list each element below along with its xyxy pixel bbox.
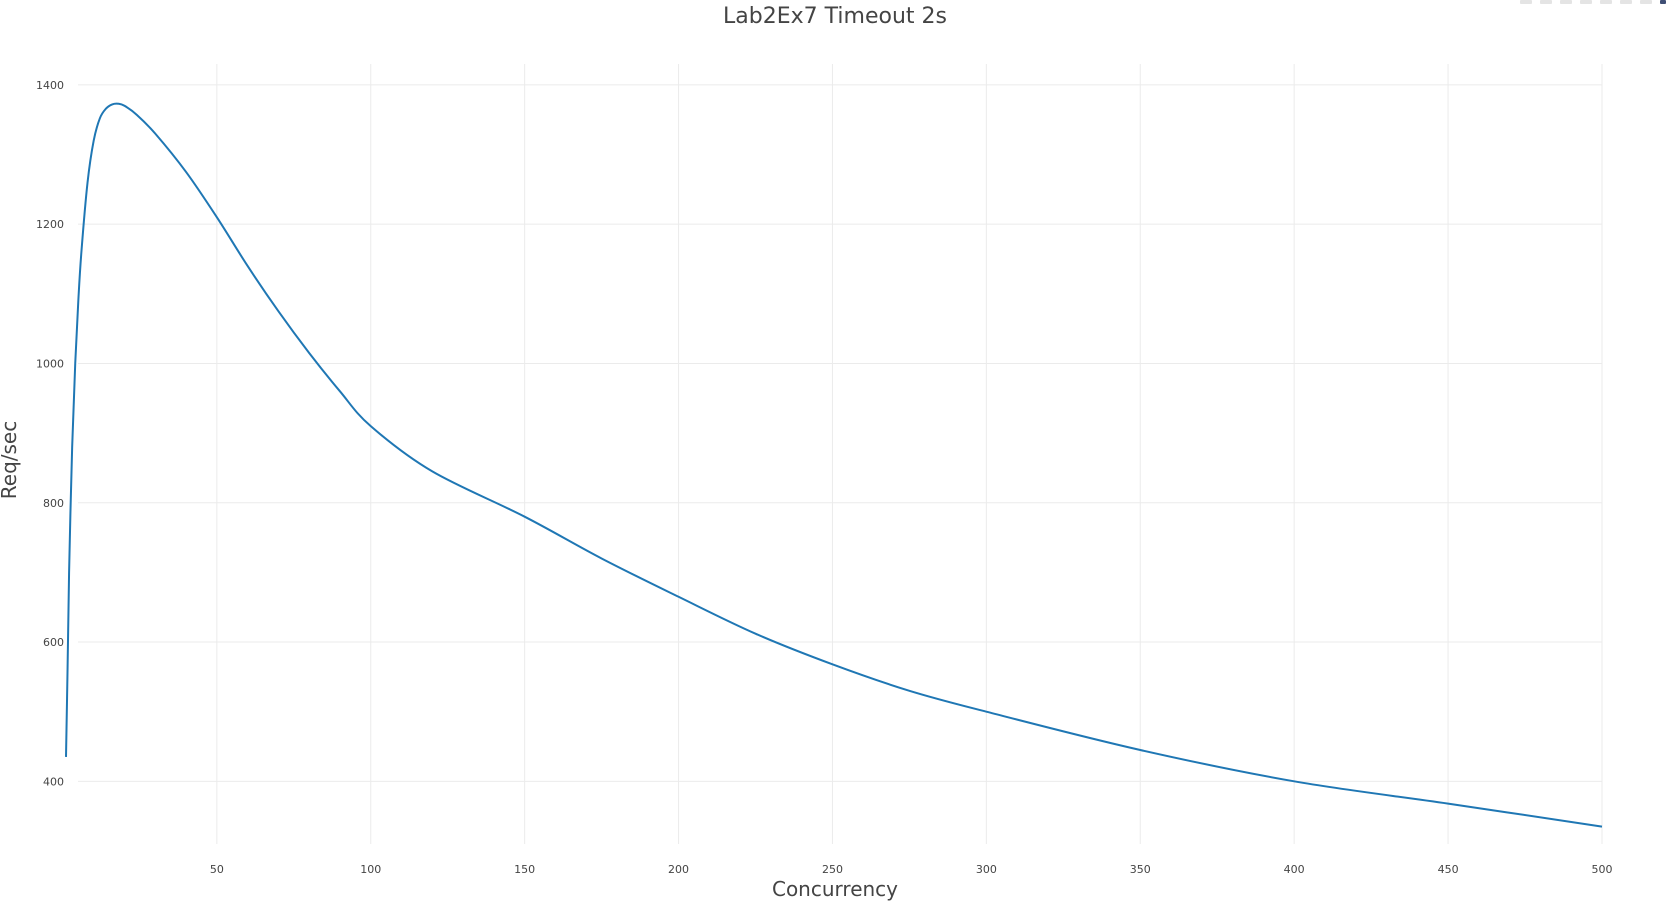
zoom-out-icon[interactable] [1600,0,1612,4]
x-tick-label: 450 [1438,863,1459,876]
camera-icon[interactable] [1520,0,1532,4]
y-tick-label: 400 [43,775,64,788]
y-tick-label: 1200 [36,218,64,231]
reset-axes-icon[interactable] [1640,0,1652,4]
x-tick-label: 400 [1284,863,1305,876]
y-axis-title: Req/sec [0,421,21,499]
y-gridlines [78,84,1602,782]
zoom-icon[interactable] [1540,0,1552,4]
x-tick-label: 350 [1130,863,1151,876]
y-tick-label: 600 [43,636,64,649]
pan-icon[interactable] [1560,0,1572,4]
x-axis-ticks: 50 100 150 200 250 300 350 400 450 500 [210,863,1613,876]
x-gridlines [216,64,1603,844]
modebar [1520,0,1666,4]
chart-title: Lab2Ex7 Timeout 2s [723,4,947,29]
y-axis-ticks: 400 600 800 1000 1200 1400 [36,79,64,788]
x-tick-label: 250 [822,863,843,876]
x-tick-label: 100 [360,863,381,876]
x-tick-label: 300 [976,863,997,876]
x-tick-label: 150 [514,863,535,876]
x-axis-title: Concurrency [772,877,898,901]
x-tick-label: 200 [668,863,689,876]
y-tick-label: 1400 [36,79,64,92]
zoom-in-icon[interactable] [1580,0,1592,4]
plotly-logo-icon[interactable] [1660,0,1666,4]
autoscale-icon[interactable] [1620,0,1632,4]
y-tick-label: 1000 [36,357,64,370]
y-tick-label: 800 [43,497,64,510]
x-tick-label: 500 [1592,863,1613,876]
series-layer[interactable] [65,102,1603,828]
x-tick-label: 50 [210,863,224,876]
series-line[interactable] [65,102,1603,828]
